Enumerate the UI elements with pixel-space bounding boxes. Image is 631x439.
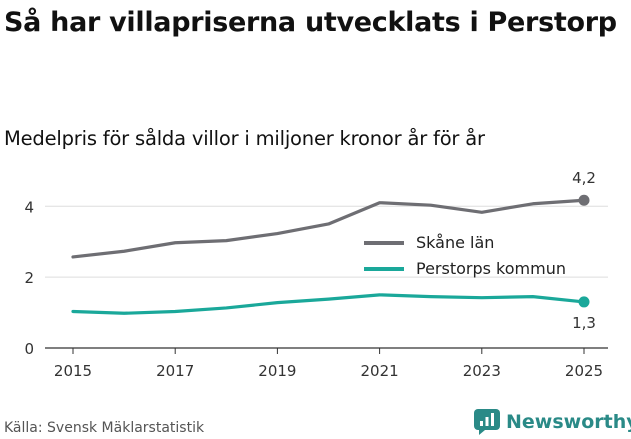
x-tick-label: 2019: [258, 362, 296, 380]
y-tick-label: 4: [24, 198, 34, 216]
series-end-point: [578, 194, 590, 206]
data-label: 1,3: [572, 314, 596, 332]
chart-subtitle: Medelpris för sålda villor i miljoner kr…: [4, 127, 485, 150]
legend-label: Skåne län: [416, 233, 494, 252]
series-end-point: [578, 296, 590, 308]
y-tick-label: 0: [24, 340, 34, 358]
source-note: Källa: Svensk Mäklarstatistik: [4, 420, 205, 436]
chart-title: Så har villapriserna utvecklats i Persto…: [4, 7, 617, 38]
newsworthy-logo-icon: [474, 409, 500, 435]
x-tick-label: 2015: [54, 362, 92, 380]
series-line: [71, 293, 586, 315]
data-label: 4,2: [572, 169, 596, 187]
legend-label: Perstorps kommun: [416, 259, 566, 278]
x-tick-label: 2025: [565, 362, 603, 380]
x-tick-label: 2021: [361, 362, 399, 380]
brand-name: Newsworthy: [506, 411, 631, 433]
x-tick-label: 2023: [463, 362, 501, 380]
y-tick-label: 2: [24, 269, 34, 287]
x-tick-label: 2017: [156, 362, 194, 380]
series-line: [71, 198, 586, 259]
brand-logo: Newsworthy: [474, 407, 631, 437]
